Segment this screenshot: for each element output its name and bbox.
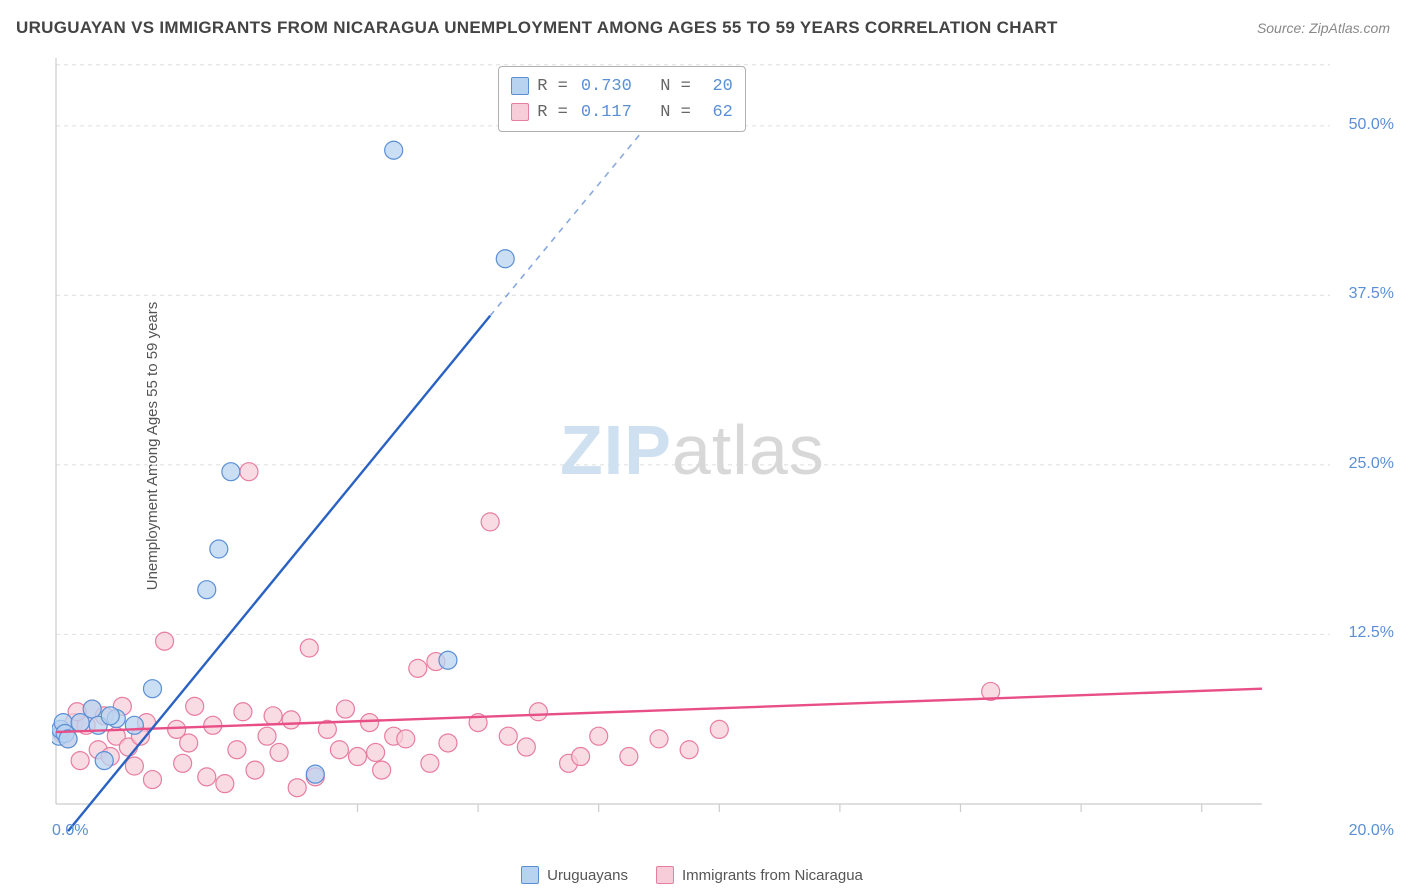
legend-item: Immigrants from Nicaragua [656,866,863,884]
legend-label: Immigrants from Nicaragua [682,867,863,884]
legend-swatch [511,77,529,95]
legend-swatch [521,866,539,884]
chart-title: URUGUAYAN VS IMMIGRANTS FROM NICARAGUA U… [16,18,1058,38]
watermark-atlas: atlas [672,411,825,489]
stats-r-label: R = [537,103,568,122]
watermark-zip: ZIP [560,411,672,489]
stats-n-value: 20 [699,77,733,96]
watermark: ZIPatlas [560,410,825,490]
x-right-label: 20.0% [1349,822,1394,840]
legend-swatch [656,866,674,884]
stats-r-value: 0.117 [576,103,632,122]
stats-row: R = 0.117 N = 62 [511,99,733,125]
stats-r-value: 0.730 [576,77,632,96]
stats-r-label: R = [537,77,568,96]
stats-n-label: N = [640,77,691,96]
stats-n-label: N = [640,103,691,122]
stats-legend: R = 0.730 N = 20 R = 0.117 N = 62 [498,66,746,132]
bottom-legend: Uruguayans Immigrants from Nicaragua [52,866,1332,884]
legend-item: Uruguayans [521,866,628,884]
stats-n-value: 62 [699,103,733,122]
y-tick-label: 25.0% [1349,455,1394,473]
y-tick-label: 12.5% [1349,624,1394,642]
source-attribution: Source: ZipAtlas.com [1257,20,1390,36]
y-tick-label: 37.5% [1349,285,1394,303]
legend-label: Uruguayans [547,867,628,884]
legend-swatch [511,103,529,121]
stats-row: R = 0.730 N = 20 [511,73,733,99]
y-tick-label: 50.0% [1349,116,1394,134]
x-origin-label: 0.0% [52,822,88,840]
